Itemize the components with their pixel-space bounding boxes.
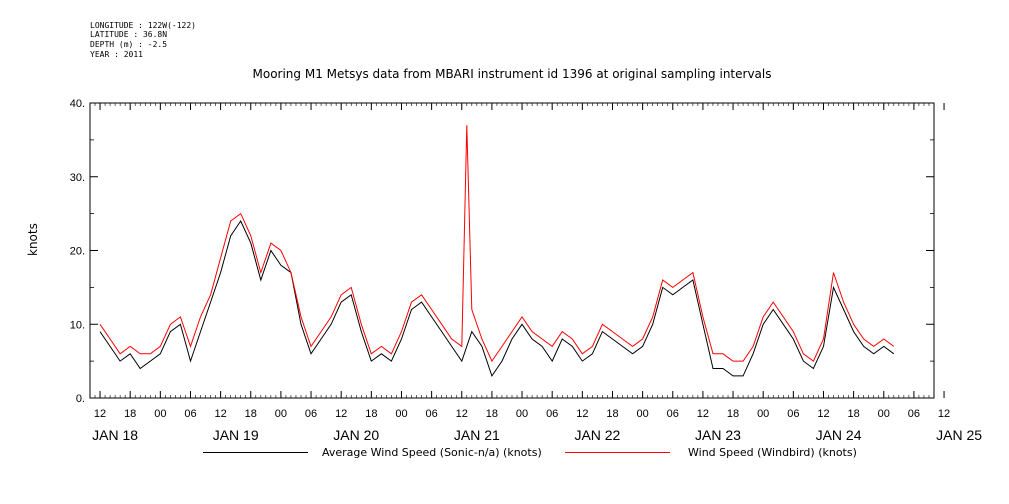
x-tick-label: 00 [878,408,890,420]
x-tick-label: 00 [395,408,407,420]
x-day-label: JAN 24 [816,427,862,443]
latitude-text: LATITUDE : 36.8N [90,30,168,39]
series-line-1 [99,125,895,363]
x-tick-label: 18 [847,408,859,420]
x-tick-label: 06 [305,408,317,420]
x-tick-label: 06 [546,408,558,420]
x-day-label: JAN 21 [454,427,500,443]
x-tick-label: 06 [787,408,799,420]
x-day-label: JAN 20 [333,427,379,443]
x-tick-label: 18 [486,408,498,420]
x-tick-label: 12 [938,408,950,420]
y-tick-label: 0. [76,393,85,405]
y-tick-label: 30. [70,172,85,184]
x-tick-label: 06 [667,408,679,420]
x-tick-label: 06 [908,408,920,420]
plot-frame [89,102,935,399]
x-day-label: JAN 25 [936,427,982,443]
series-line-0 [99,219,895,378]
x-tick-label: 12 [817,408,829,420]
legend-label-windbird: Wind Speed (Windbird) (knots) [688,446,857,459]
x-tick-label: 18 [245,408,257,420]
x-day-label: JAN 18 [92,427,138,443]
x-tick-label: 18 [124,408,136,420]
x-tick-label: 00 [154,408,166,420]
x-tick-label: 12 [697,408,709,420]
x-tick-label: 06 [184,408,196,420]
x-tick-label: 18 [365,408,377,420]
year-text: YEAR : 2011 [90,50,143,59]
x-day-label: JAN 23 [695,427,741,443]
chart-title: Mooring M1 Metsys data from MBARI instru… [252,67,772,81]
x-tick-label: 12 [94,408,106,420]
y-tick-label: 10. [70,319,85,331]
x-tick-label: 12 [335,408,347,420]
legend-line-windbird [565,452,670,453]
legend-line-average [203,452,308,453]
x-tick-label: 12 [576,408,588,420]
x-tick-label: 12 [456,408,468,420]
y-tick-label: 40. [70,98,85,110]
x-tick-label: 00 [757,408,769,420]
x-tick-label: 00 [275,408,287,420]
x-tick-label: 18 [606,408,618,420]
x-tick-label: 00 [516,408,528,420]
x-tick-label: 12 [214,408,226,420]
x-tick-label: 06 [425,408,437,420]
x-tick-label: 18 [727,408,739,420]
depth-text: DEPTH (m) : -2.5 [90,40,168,49]
longitude-text: LONGITUDE : 122W(-122) [90,21,196,30]
x-day-label: JAN 19 [213,427,259,443]
y-tick-label: 20. [70,246,85,258]
legend-label-average: Average Wind Speed (Sonic-n/a) (knots) [322,446,542,459]
x-day-label: JAN 22 [574,427,620,443]
x-tick-label: 00 [636,408,648,420]
